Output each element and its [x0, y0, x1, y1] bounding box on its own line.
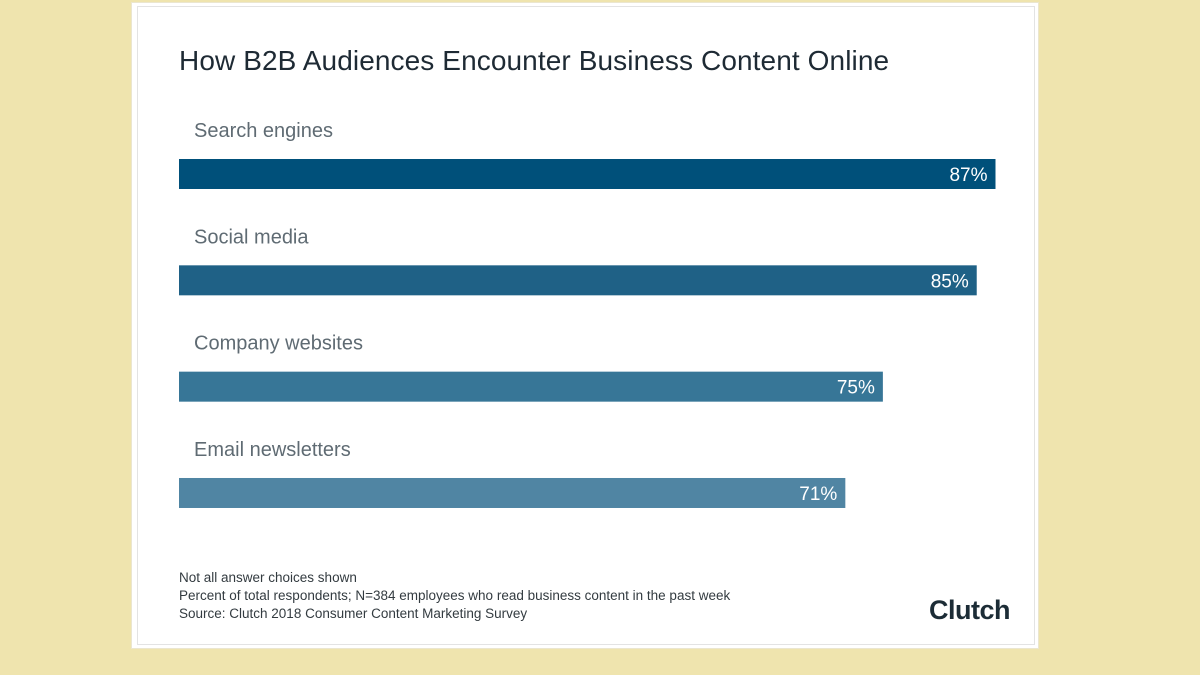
- bar-value-label: 87%: [949, 165, 987, 186]
- category-label: Company websites: [194, 333, 363, 355]
- bar: [179, 477, 846, 508]
- bar: [179, 159, 996, 189]
- bar-value-label: 71%: [799, 484, 837, 505]
- footnote-respondents: Percent of total respondents; N=384 empl…: [179, 588, 731, 603]
- clutch-logo: Clutch: [929, 595, 1011, 625]
- bar: [179, 265, 977, 296]
- bar: [179, 371, 883, 402]
- category-label: Search engines: [194, 120, 333, 142]
- footnote-answer-choices: Not all answer choices shown: [179, 570, 357, 585]
- chart-card: How B2B Audiences Encounter Business Con…: [131, 2, 1039, 649]
- bar-chart: Search engines 87% Social media 85% Company …: [179, 120, 996, 508]
- bar-value-label: 75%: [837, 378, 875, 399]
- footnotes: Not all answer choices shown Percent of …: [179, 569, 730, 623]
- category-label: Email newsletters: [194, 439, 351, 461]
- chart-title: How B2B Audiences Encounter Business Con…: [179, 45, 890, 76]
- footnote-source: Source: Clutch 2018 Consumer Content Mar…: [179, 606, 528, 621]
- category-label: Social media: [194, 226, 309, 248]
- bar-value-label: 85%: [931, 271, 969, 292]
